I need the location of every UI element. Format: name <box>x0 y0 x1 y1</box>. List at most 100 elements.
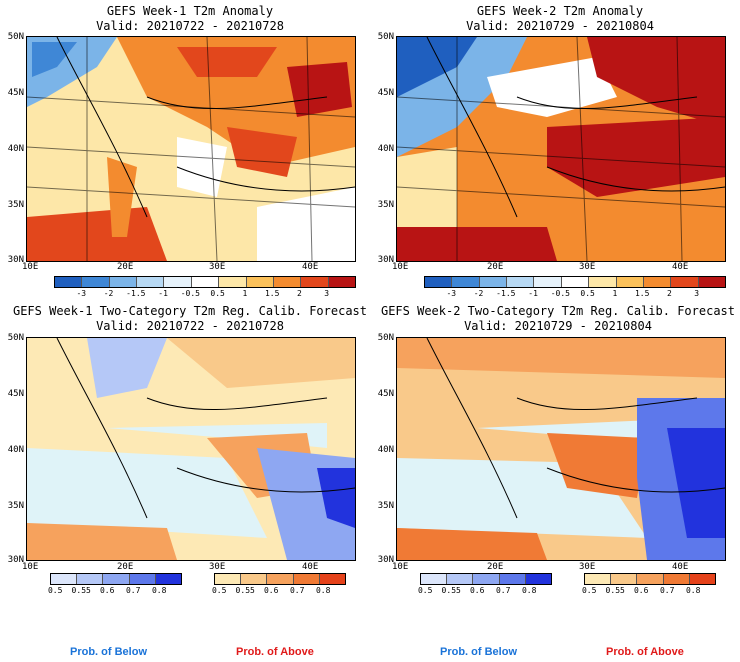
anomaly-colorbar-swatch <box>328 277 355 287</box>
panel1-lat-35: 35N <box>7 200 24 210</box>
anomaly-colorbar-swatch <box>534 277 562 287</box>
panel4-title: GEFS Week-2 Two-Category T2m Reg. Calib.… <box>378 304 738 334</box>
anomaly-colorbar-swatch <box>561 277 590 287</box>
below-colorbar-swatch <box>499 574 526 584</box>
above-colorbar-swatch <box>585 574 612 584</box>
above-colorbar-swatch <box>319 574 346 584</box>
probability-tick-label: 0.5 <box>211 586 227 595</box>
panel4-lon-40: 40E <box>672 562 689 572</box>
probability-tick-label: 0.55 <box>235 586 255 595</box>
anomaly-colorbar-swatch <box>507 277 535 287</box>
anomaly-colorbar-swatch <box>616 277 644 287</box>
week1-anomaly-field <box>27 37 355 261</box>
panel4-prob-above-label: Prob. of Above <box>606 646 684 658</box>
anomaly-tick-label: 2 <box>667 289 672 298</box>
panel3-lon-20: 20E <box>117 562 134 572</box>
panel2-lon-10: 10E <box>392 262 409 272</box>
panel1-lon-40: 40E <box>302 262 319 272</box>
panel1-lat-40: 40N <box>7 144 24 154</box>
anomaly-tick-label: -0.5 <box>550 289 570 298</box>
week2-anomaly-map <box>396 36 726 262</box>
week2-probability-map <box>396 337 726 561</box>
panel2-lat-40: 40N <box>377 144 394 154</box>
anomaly-colorbar-swatch <box>698 277 725 287</box>
anomaly-tick-label: -3 <box>76 289 87 298</box>
panel2-name: GEFS Week-2 T2m Anomaly <box>476 4 644 18</box>
anomaly-colorbar-swatch <box>109 277 138 287</box>
below-colorbar-swatch <box>447 574 474 584</box>
above-colorbar-swatch <box>215 574 242 584</box>
anomaly-tick-label: 1 <box>612 289 618 298</box>
panel2-lat-50: 50N <box>377 32 394 42</box>
below-colorbar-swatch <box>421 574 448 584</box>
panel3-above-colorbar <box>214 573 346 585</box>
panel2-lat-30: 30N <box>377 255 394 265</box>
probability-tick-label: 0.8 <box>151 586 167 595</box>
panel4-below-colorbar <box>420 573 552 585</box>
panel2-valid: Valid: 20210729 - 20210804 <box>466 19 654 33</box>
below-colorbar-swatch <box>103 574 130 584</box>
panel2-lat-35: 35N <box>377 200 394 210</box>
probability-tick-label: 0.7 <box>495 586 511 595</box>
anomaly-colorbar-swatch <box>246 277 274 287</box>
panel4-lat-40: 40N <box>377 445 394 455</box>
panel4-valid: Valid: 20210729 - 20210804 <box>464 319 652 333</box>
anomaly-tick-label: -1 <box>158 289 168 298</box>
panel3-valid: Valid: 20210722 - 20210728 <box>96 319 284 333</box>
panel2-lon-40: 40E <box>672 262 689 272</box>
panel2-colorbar <box>424 276 726 288</box>
anomaly-colorbar-swatch <box>82 277 110 287</box>
panel4-above-colorbar <box>584 573 716 585</box>
anomaly-colorbar-swatch <box>589 277 617 287</box>
probability-tick-label: 0.6 <box>99 586 115 595</box>
anomaly-tick-label: 1 <box>242 289 248 298</box>
anomaly-colorbar-swatch <box>643 277 672 287</box>
anomaly-tick-label: 3 <box>694 289 700 298</box>
above-colorbar-swatch <box>293 574 320 584</box>
probability-tick-label: 0.7 <box>125 586 141 595</box>
anomaly-tick-label: 1.5 <box>264 289 280 298</box>
probability-tick-label: 0.5 <box>417 586 433 595</box>
panel3-lat-30: 30N <box>7 555 24 565</box>
above-colorbar-swatch <box>267 574 294 584</box>
panel3-lon-30: 30E <box>209 562 226 572</box>
panel1-lon-20: 20E <box>117 262 134 272</box>
panel4-lat-45: 45N <box>377 389 394 399</box>
below-colorbar-swatch <box>129 574 156 584</box>
panel3-lat-35: 35N <box>7 501 24 511</box>
probability-tick-label: 0.7 <box>659 586 675 595</box>
below-colorbar-swatch <box>51 574 78 584</box>
panel1-lat-50: 50N <box>7 32 24 42</box>
below-colorbar-swatch <box>525 574 552 584</box>
probability-tick-label: 0.8 <box>521 586 537 595</box>
panel4-name: GEFS Week-2 Two-Category T2m Reg. Calib.… <box>380 304 735 318</box>
panel1-valid: Valid: 20210722 - 20210728 <box>96 19 284 33</box>
panel4-lat-35: 35N <box>377 501 394 511</box>
probability-tick-label: 0.7 <box>289 586 305 595</box>
anomaly-tick-label: -1 <box>528 289 538 298</box>
anomaly-tick-label: 2 <box>297 289 302 298</box>
anomaly-colorbar-swatch <box>452 277 480 287</box>
anomaly-tick-label: -2 <box>103 289 114 298</box>
probability-tick-label: 0.55 <box>71 586 91 595</box>
panel1-title: GEFS Week-1 T2m Anomaly Valid: 20210722 … <box>20 4 360 34</box>
anomaly-colorbar-swatch <box>55 277 83 287</box>
above-colorbar-swatch <box>611 574 638 584</box>
above-colorbar-swatch <box>241 574 268 584</box>
probability-tick-label: 0.6 <box>263 586 279 595</box>
anomaly-tick-label: 0.5 <box>580 289 595 298</box>
week1-anomaly-map <box>26 36 356 262</box>
panel1-lon-10: 10E <box>22 262 39 272</box>
probability-tick-label: 0.5 <box>581 586 597 595</box>
anomaly-colorbar-swatch <box>137 277 165 287</box>
anomaly-tick-label: -2 <box>473 289 484 298</box>
panel4-lat-30: 30N <box>377 555 394 565</box>
anomaly-colorbar-swatch <box>479 277 508 287</box>
panel4-lon-10: 10E <box>392 562 409 572</box>
anomaly-tick-label: -1.5 <box>126 289 146 298</box>
anomaly-tick-label: 0.5 <box>210 289 225 298</box>
panel3-lat-40: 40N <box>7 445 24 455</box>
anomaly-tick-label: -0.5 <box>180 289 200 298</box>
anomaly-colorbar-swatch <box>219 277 247 287</box>
below-colorbar-swatch <box>155 574 182 584</box>
